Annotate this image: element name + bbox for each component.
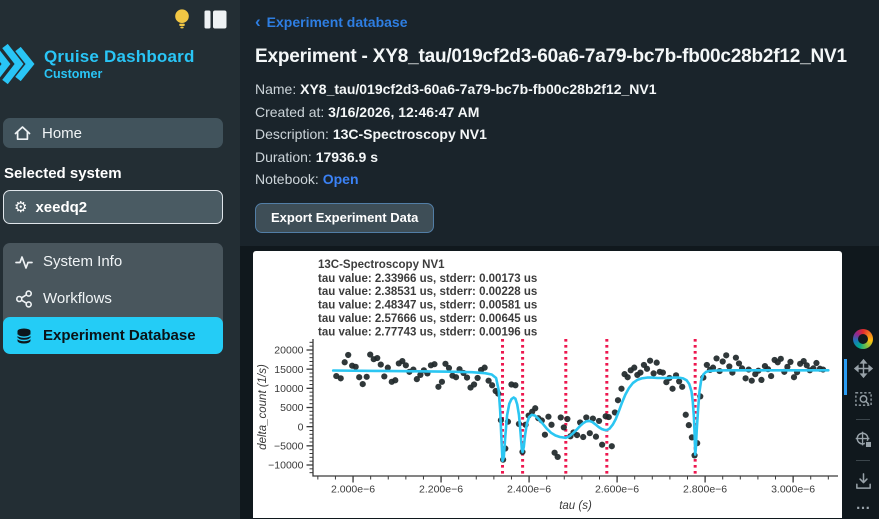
sidebar-top-icons	[173, 8, 227, 30]
svg-text:tau (s): tau (s)	[559, 500, 592, 512]
meta-label: Duration:	[255, 148, 312, 165]
svg-text:2.200e−6: 2.200e−6	[419, 483, 463, 495]
notebook-open-link[interactable]: Open	[322, 171, 359, 187]
database-icon	[15, 327, 33, 345]
box-zoom-icon[interactable]	[853, 389, 873, 409]
svg-text:tau value: 2.48347 us, stderr:: tau value: 2.48347 us, stderr: 0.00581 u…	[318, 299, 537, 311]
svg-text:tau value: 2.33966 us, stderr:: tau value: 2.33966 us, stderr: 0.00173 u…	[318, 272, 537, 284]
pan-icon[interactable]	[853, 359, 873, 379]
qruise-logo-icon	[0, 36, 42, 92]
meta-row-description: Description: 13C-Spectroscopy NV1	[255, 123, 879, 146]
experiment-header: ‹ Experiment database Experiment - XY8_t…	[240, 0, 879, 233]
sidebar-item-label: Experiment Database	[43, 327, 196, 344]
modebar-separator	[856, 418, 870, 420]
svg-text:tau value: 2.38531 us, stderr:: tau value: 2.38531 us, stderr: 0.00228 u…	[318, 286, 537, 298]
selected-system-label: Selected system	[4, 165, 122, 182]
app-subtitle: Customer	[44, 66, 103, 81]
chevron-left-icon: ‹	[255, 11, 261, 31]
svg-text:tau value: 2.77743 us, stderr:: tau value: 2.77743 us, stderr: 0.00196 u…	[318, 326, 537, 338]
svg-text:10000: 10000	[274, 383, 303, 395]
svg-text:delta_count (1/s): delta_count (1/s)	[257, 364, 269, 450]
svg-text:15000: 15000	[274, 363, 303, 375]
modebar-active-indicator	[844, 358, 847, 395]
svg-text:2.800e−6: 2.800e−6	[683, 483, 727, 495]
svg-text:20000: 20000	[274, 344, 303, 356]
activity-icon	[15, 253, 33, 271]
chart-modebar: …	[844, 328, 876, 513]
experiment-meta: Name: XY8_tau/019cf2d3-60a6-7a79-bc7b-fb…	[255, 78, 879, 191]
sidebar-item-home[interactable]: Home	[3, 118, 223, 148]
breadcrumb-back-link[interactable]: ‹ Experiment database	[255, 11, 408, 31]
plotly-logo-icon[interactable]	[853, 328, 873, 349]
system-select[interactable]: ⚙ xeedq2	[3, 190, 223, 224]
svg-text:3.000e−6: 3.000e−6	[771, 483, 815, 495]
svg-text:2.000e−6: 2.000e−6	[331, 483, 375, 495]
sidebar: Qruise Dashboard Customer Home Selected …	[0, 0, 240, 519]
sidebar-nav-group: System Info Workflows	[3, 243, 223, 354]
svg-text:2.400e−6: 2.400e−6	[507, 483, 551, 495]
chart-section: 2.000e−6 2.200e−6 2.400e−6 2.600e−6 2.800e−6…	[240, 245, 879, 519]
meta-row-notebook: Notebook: Open	[255, 168, 879, 191]
breadcrumb-label: Experiment database	[266, 14, 408, 30]
gear-icon: ⚙	[14, 197, 28, 216]
app-logo: Qruise Dashboard Customer	[0, 36, 240, 92]
meta-label: Created at:	[255, 103, 325, 120]
meta-row-duration: Duration: 17936.9 s	[255, 146, 879, 169]
more-options-icon[interactable]: …	[855, 495, 871, 513]
download-icon[interactable]	[853, 471, 873, 491]
sidebar-item-label: System Info	[43, 253, 123, 270]
app-title: Qruise Dashboard	[44, 46, 195, 66]
experiment-chart[interactable]: 2.000e−6 2.200e−6 2.400e−6 2.600e−6 2.800e−6…	[253, 251, 842, 518]
svg-text:−5000: −5000	[274, 440, 304, 452]
sidebar-item-system-info[interactable]: System Info	[3, 243, 223, 280]
svg-text:13C-Spectroscopy NV1: 13C-Spectroscopy NV1	[318, 259, 445, 271]
meta-value: 13C-Spectroscopy NV1	[332, 126, 487, 142]
svg-text:0: 0	[298, 421, 304, 433]
workflow-share-icon	[15, 289, 33, 308]
meta-row-name: Name: XY8_tau/019cf2d3-60a6-7a79-bc7b-fb…	[255, 78, 879, 101]
svg-text:5000: 5000	[280, 402, 304, 414]
meta-value: 3/16/2026, 12:46:47 AM	[328, 103, 480, 120]
export-experiment-data-button[interactable]: Export Experiment Data	[255, 202, 435, 233]
meta-row-created: Created at: 3/16/2026, 12:46:47 AM	[255, 101, 879, 124]
sidebar-item-experiment-database[interactable]: Experiment Database	[3, 317, 223, 354]
meta-label: Notebook:	[255, 171, 319, 187]
zoom-reset-icon[interactable]	[853, 430, 873, 450]
sidebar-item-workflows[interactable]: Workflows	[3, 280, 223, 317]
svg-text:−10000: −10000	[268, 459, 303, 471]
sidebar-item-label: Workflows	[43, 290, 112, 307]
page-title: Experiment - XY8_tau/019cf2d3-60a6-7a79-…	[255, 46, 847, 67]
svg-text:tau value: 2.57666 us, stderr:: tau value: 2.57666 us, stderr: 0.00645 u…	[318, 313, 537, 325]
sidebar-item-label: Home	[42, 124, 83, 142]
chart-card: 2.000e−6 2.200e−6 2.400e−6 2.600e−6 2.800e−6…	[253, 250, 842, 518]
collapse-sidebar-icon[interactable]	[204, 10, 227, 29]
lightbulb-icon[interactable]	[173, 8, 191, 30]
meta-label: Name:	[255, 81, 297, 97]
meta-value: 17936.9 s	[315, 148, 378, 165]
home-icon	[13, 124, 32, 142]
main-content: ‹ Experiment database Experiment - XY8_t…	[240, 0, 879, 519]
modebar-separator	[856, 459, 870, 461]
svg-text:2.600e−6: 2.600e−6	[595, 483, 639, 495]
system-select-value: xeedq2	[35, 198, 88, 216]
meta-value: XY8_tau/019cf2d3-60a6-7a79-bc7b-fb00c28b…	[300, 81, 657, 97]
meta-label: Description:	[255, 126, 329, 142]
